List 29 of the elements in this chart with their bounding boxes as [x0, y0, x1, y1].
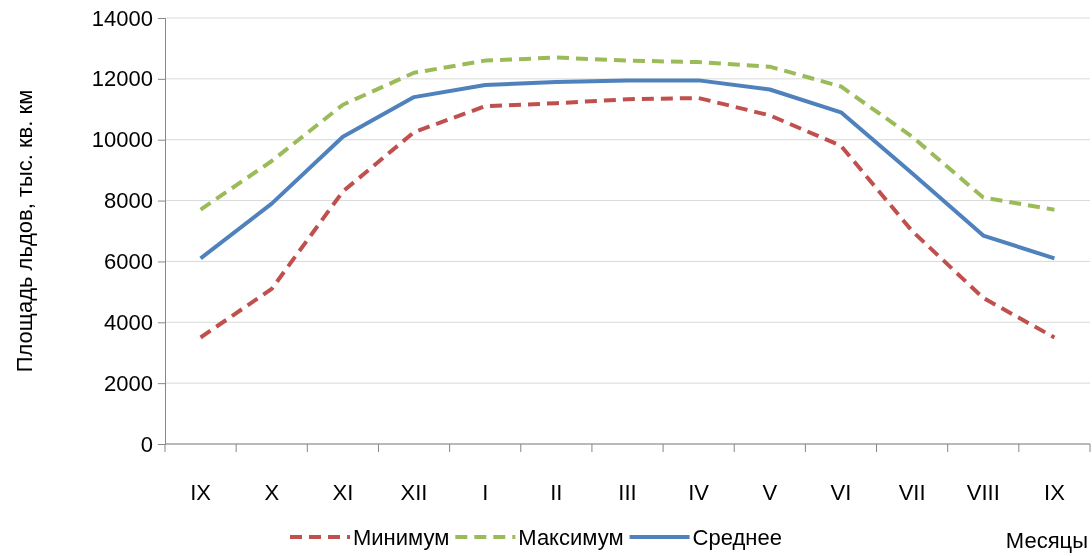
y-tick-label: 4000	[104, 309, 153, 335]
x-tick-label: XII	[400, 480, 428, 505]
x-tick-label: VII	[898, 480, 926, 505]
x-tick-label: VIII	[966, 480, 1000, 505]
x-tick-label: VI	[830, 480, 852, 505]
y-tick-label: 10000	[91, 127, 153, 153]
x-tick-label: X	[264, 480, 280, 505]
line-series	[198, 55, 1057, 212]
line-series	[198, 96, 1057, 340]
x-tick-label: XI	[332, 480, 354, 505]
x-tick-label: IX	[190, 480, 212, 505]
x-tick-label: III	[618, 480, 637, 505]
y-tick-label: 2000	[104, 370, 153, 396]
y-axis-title: Площадь льдов, тыс. кв. км	[12, 89, 37, 373]
x-axis-title: Месяцы	[1005, 528, 1088, 553]
y-tick-label: 8000	[104, 188, 153, 214]
legend-label: Среднее	[692, 525, 782, 550]
x-tick-label: IX	[1044, 480, 1066, 505]
y-tick-label: 14000	[91, 5, 153, 31]
legend-label: Минимум	[353, 525, 450, 550]
x-tick-label: II	[550, 480, 563, 505]
legend-label: Максимум	[518, 525, 624, 550]
y-tick-label: 0	[140, 431, 153, 457]
line-series	[198, 78, 1057, 261]
x-tick-label: I	[482, 480, 489, 505]
x-tick-label: IV	[688, 480, 710, 505]
x-tick-label: V	[762, 480, 778, 505]
y-tick-label: 12000	[91, 66, 153, 92]
y-tick-label: 6000	[104, 248, 153, 274]
